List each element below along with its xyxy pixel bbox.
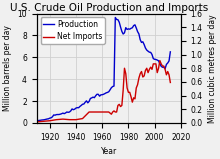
Net Imports: [127, 91, 130, 93]
Production: [72, 109, 75, 111]
Production: [113, 85, 115, 87]
Line: Production: Production: [37, 17, 170, 121]
Y-axis label: Million barrels per day: Million barrels per day: [3, 25, 12, 111]
Production: [155, 59, 157, 60]
Net Imports: [169, 82, 172, 83]
Production: [169, 51, 172, 53]
Net Imports: [145, 67, 148, 69]
Net Imports: [62, 118, 64, 120]
Production: [35, 120, 38, 122]
Line: Net Imports: Net Imports: [37, 61, 170, 122]
Net Imports: [35, 121, 38, 123]
Title: U.S. Crude Oil Production and Imports: U.S. Crude Oil Production and Imports: [10, 3, 208, 13]
Production: [161, 66, 164, 68]
Net Imports: [159, 60, 161, 62]
Production: [114, 17, 117, 18]
Net Imports: [55, 119, 58, 121]
Net Imports: [147, 72, 149, 74]
Net Imports: [115, 111, 118, 113]
X-axis label: Year: Year: [101, 147, 117, 156]
Y-axis label: Million cubic metres per day: Million cubic metres per day: [208, 14, 217, 123]
Production: [159, 63, 161, 65]
Legend: Production, Net Imports: Production, Net Imports: [40, 17, 105, 44]
Production: [157, 60, 160, 62]
